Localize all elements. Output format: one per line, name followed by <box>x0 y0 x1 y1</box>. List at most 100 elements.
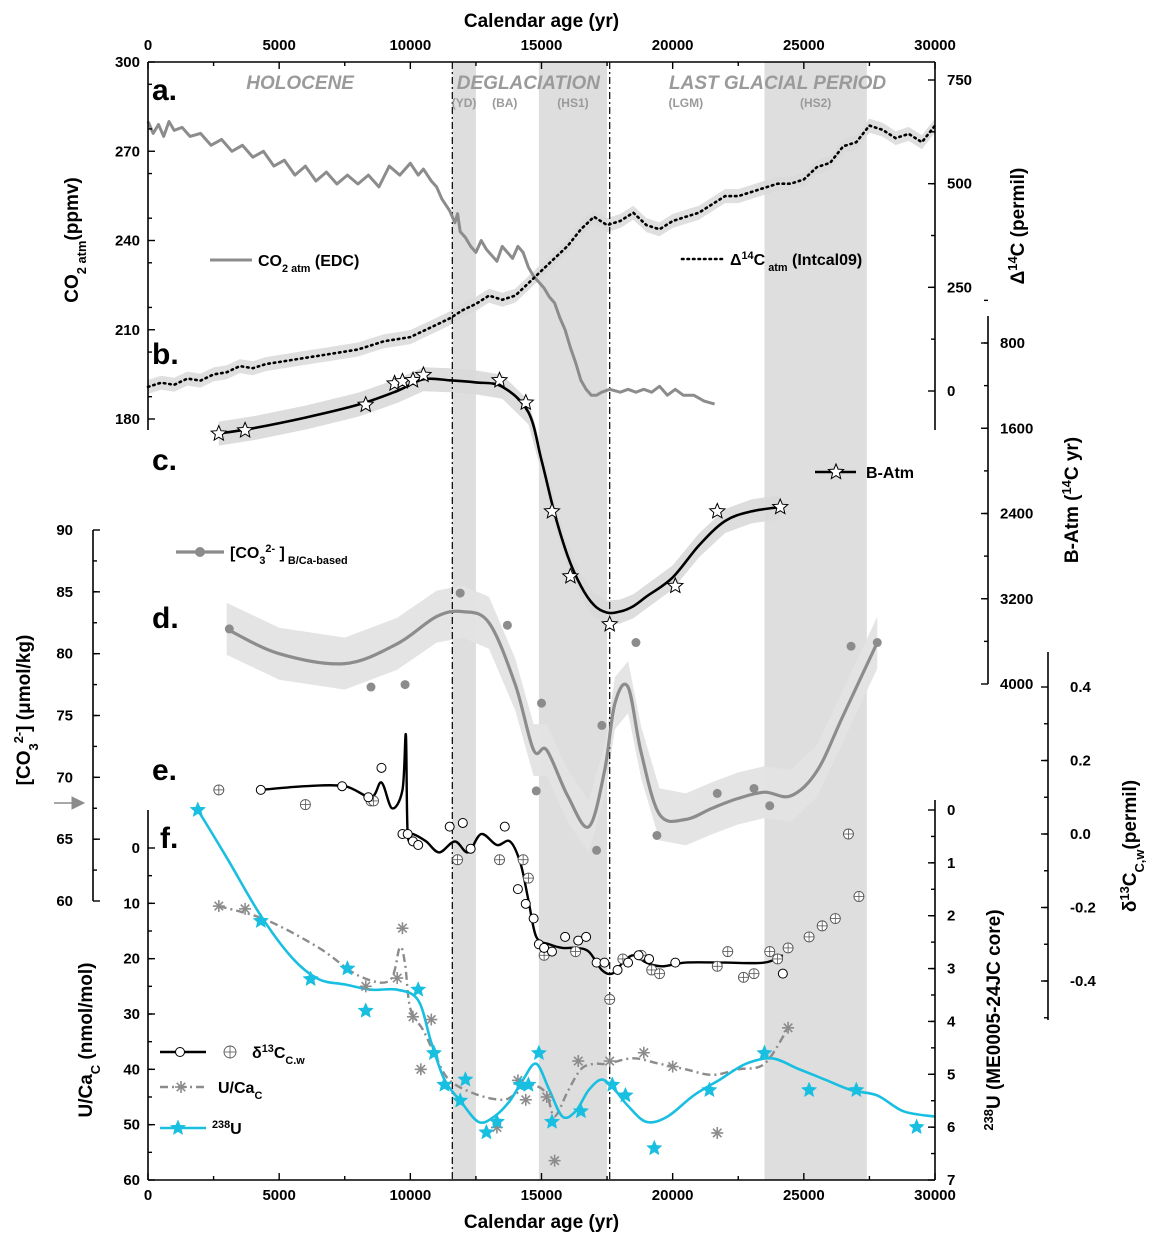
legend-d14c-label-part: C <box>754 252 766 269</box>
asterisk-stroke <box>604 1056 615 1066</box>
uca-tick-label: 60 <box>123 1172 140 1189</box>
event-label: (LGM) <box>668 96 703 110</box>
event-band <box>764 62 867 1180</box>
d13c-plus-marker <box>816 920 828 932</box>
legend-batm-label-part: B-Atm <box>866 465 914 482</box>
batm-series-line <box>218 377 781 615</box>
legend-co2-label-part: 2 atm <box>282 263 310 275</box>
u238-tick-label: 7 <box>947 1172 955 1189</box>
u238-star-marker <box>646 1139 663 1156</box>
d13c-plus-marker <box>213 784 225 796</box>
d13c-open-marker <box>560 931 571 942</box>
co3-circle-marker <box>537 698 546 708</box>
legend-batm-label: B-Atm <box>866 465 914 482</box>
asterisk-stroke <box>214 901 224 911</box>
legend-d13c-label-part: C.w <box>285 1055 305 1067</box>
d13c-open-marker <box>777 968 788 979</box>
uca-series-line <box>218 904 790 1118</box>
co3-axis-title-part: ] (μmol/kg) <box>14 635 35 732</box>
u238-star-marker <box>478 1123 495 1140</box>
batm-axis-title: B-Atm (14C yr) <box>1059 437 1084 563</box>
batm-axis-title-part: C yr) <box>1062 437 1083 480</box>
d13c-open-marker <box>465 843 476 854</box>
event-label: (BA) <box>492 96 517 110</box>
uca-tick-label: 30 <box>123 1006 140 1023</box>
batm-star-marker <box>771 497 790 515</box>
u238-star-marker <box>530 1044 548 1061</box>
x-axis-title-top: Calendar age (yr) <box>464 11 619 32</box>
legend-batm-star-icon <box>827 462 845 480</box>
u238-tick-label: 5 <box>947 1066 955 1083</box>
batm-star-marker <box>356 395 375 413</box>
batm-star-marker <box>404 371 422 388</box>
d14c-tick-label: 0 <box>947 383 955 400</box>
period-label: LAST GLACIAL PERIOD <box>669 73 886 94</box>
u238-star-marker <box>520 1076 537 1092</box>
u238-star-marker <box>604 1076 621 1092</box>
legend-co2-label-part: (EDC) <box>310 253 359 270</box>
legend-d13c-open-icon <box>175 1047 185 1057</box>
d13c-axis-title-part: C,w <box>1132 849 1147 873</box>
co2-tick-label: 180 <box>115 411 140 428</box>
legend-d14c-label-part: 14 <box>742 250 754 262</box>
series-markers <box>189 365 925 1167</box>
d13c-plus-marker <box>522 872 534 884</box>
legend-d13c-label-part: δ <box>252 1045 262 1062</box>
d13c-axis-title-part: (permil) <box>1120 780 1141 850</box>
legend-co3-label-part: ] <box>275 545 285 562</box>
asterisk-stroke <box>639 1047 649 1058</box>
panel-letter: c. <box>152 444 177 477</box>
d13c-open-marker <box>670 957 681 968</box>
co3-circle-marker <box>400 680 410 690</box>
co3-tick-label: 65 <box>56 831 73 848</box>
d13c-plus-marker <box>646 964 658 976</box>
u238-star-marker <box>543 1113 561 1129</box>
asterisk-stroke <box>397 923 408 934</box>
co3-tick-label: 80 <box>56 646 73 663</box>
co3-axis-title-part: 3 <box>26 743 41 750</box>
d13c-open-marker <box>499 821 510 832</box>
d13c-plus-marker <box>842 828 854 840</box>
legend-u238-label: 238U <box>212 1119 242 1138</box>
batm-star-marker <box>516 393 535 411</box>
x-axis-title-bottom: Calendar age (yr) <box>464 1212 619 1233</box>
d14c-tick-label: 250 <box>947 279 972 296</box>
co3-tick-label: 60 <box>56 893 73 910</box>
d13c-plus-marker <box>748 968 760 980</box>
d13c-open-marker <box>413 840 424 851</box>
u238-star-marker <box>701 1081 718 1098</box>
uca-asterisk-marker <box>359 980 372 993</box>
co3-circle-marker <box>531 786 541 796</box>
batm-star-marker <box>414 365 433 383</box>
co3-circle-marker <box>502 620 512 630</box>
d14c-axis-title-part: C (permil) <box>1008 168 1029 257</box>
panel-letter: e. <box>152 754 177 787</box>
co3-tick-label: 90 <box>56 522 73 539</box>
u238-star-marker <box>756 1044 773 1061</box>
d14c-axis-title-part: 14 <box>1005 256 1020 271</box>
u238-star-marker <box>339 959 356 976</box>
d13c-open-marker <box>457 817 468 828</box>
d13c-open-marker <box>623 957 634 968</box>
co3-circle-marker <box>652 830 662 840</box>
legend-uca-asterisk-icon <box>175 1081 187 1093</box>
d13c-plus-marker <box>570 946 582 958</box>
x-tick-label-top: 10000 <box>389 37 431 54</box>
asterisk-stroke <box>176 1082 186 1092</box>
d13c-tick-label: 0.0 <box>1070 826 1091 843</box>
d13c-plus-marker <box>738 971 749 983</box>
batm-tick-label: 2400 <box>1000 506 1033 523</box>
d13c-open-marker <box>644 953 655 964</box>
x-tick-label-bottom: 0 <box>144 1187 152 1204</box>
co3-arrow-icon <box>54 796 86 810</box>
event-label: (HS2) <box>800 96 831 110</box>
co3-arrow-head <box>71 796 86 810</box>
asterisk-stroke <box>783 1023 793 1033</box>
co2-series-line <box>146 120 716 406</box>
legend-d13c-label-part: 13 <box>262 1043 274 1055</box>
labels: CO2 atm(ppmv)Δ14C (permil)B-Atm (14C yr)… <box>11 73 1147 1131</box>
d13c-open-marker <box>599 957 610 968</box>
co3-circle-marker <box>872 638 882 648</box>
u238-tick-label: 0 <box>947 802 955 819</box>
u238-star-marker <box>908 1118 925 1135</box>
